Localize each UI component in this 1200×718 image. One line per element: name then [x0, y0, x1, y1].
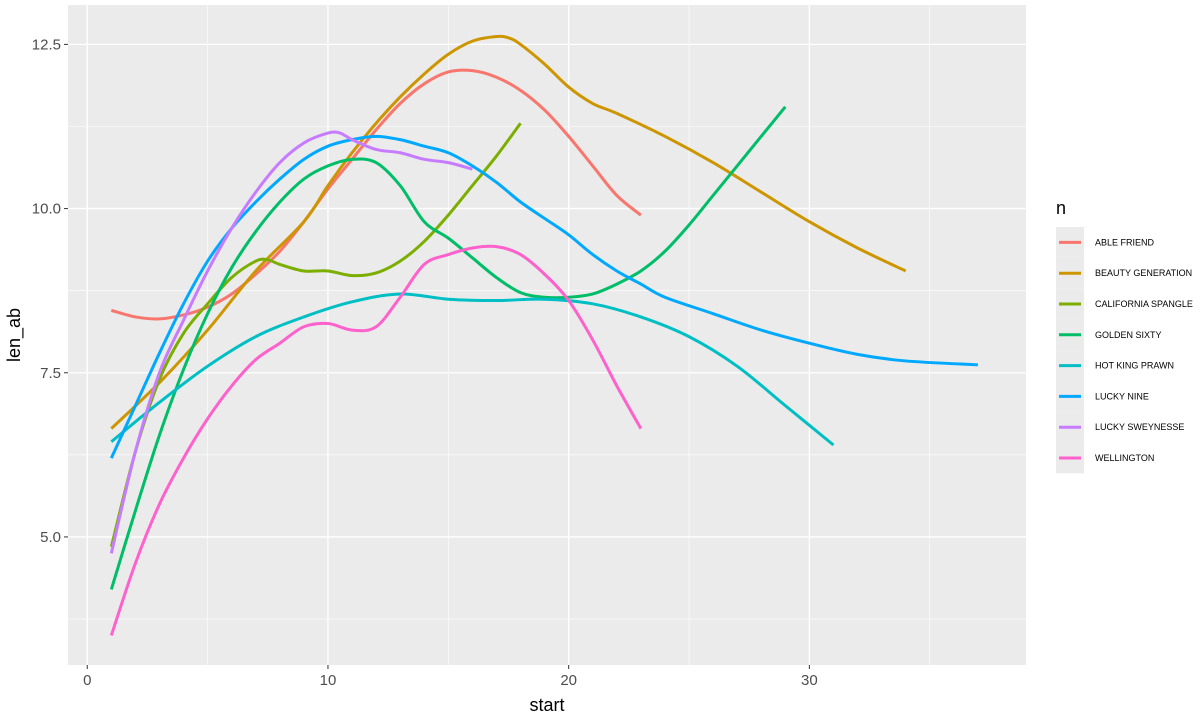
x-tick-label: 30 [801, 672, 818, 689]
y-tick-label: 5.0 [40, 529, 61, 546]
series-line-california-spangle [109, 122, 522, 548]
x-tick-label: 0 [83, 672, 91, 689]
y-tick-label: 10.0 [32, 201, 61, 218]
x-tick-label: 20 [560, 672, 577, 689]
x-axis-title: start [529, 695, 564, 715]
y-tick-label: 7.5 [40, 365, 61, 382]
legend-label-golden-sixty: GOLDEN SIXTY [1095, 330, 1162, 340]
legend-label-lucky-sweynesse: LUCKY SWEYNESSE [1095, 422, 1184, 432]
y-axis: 5.0 7.5 10.0 12.5 [32, 36, 68, 546]
series-line-beauty-generation [110, 34, 907, 430]
series-line-golden-sixty [109, 105, 787, 590]
series-line-wellington [109, 244, 643, 636]
legend-label-hot-king-prawn: HOT KING PRAWN [1095, 361, 1174, 371]
series-line-hot-king-prawn [110, 292, 835, 447]
plot-panel [68, 5, 1026, 665]
legend-label-wellington: WELLINGTON [1095, 453, 1154, 463]
legend-label-lucky-nine: LUCKY NINE [1095, 391, 1149, 401]
y-tick-label: 12.5 [32, 36, 61, 53]
legend-label-california-spangle: CALIFORNIA SPANGLE [1095, 299, 1193, 309]
legend-label-able-friend: ABLE FRIEND [1095, 237, 1155, 247]
series-lines [109, 34, 978, 636]
y-axis-title: len_ab [4, 308, 25, 362]
legend-label-beauty-generation: BEAUTY GENERATION [1095, 268, 1192, 278]
x-axis: 0 10 20 30 [83, 665, 818, 689]
series-line-lucky-sweynesse [109, 130, 473, 554]
major-gridlines [68, 5, 1026, 665]
legend: n ABLE FRIEND BEAUTY GENERATION CALIFORNIA… [1056, 198, 1193, 474]
legend-title: n [1056, 198, 1066, 218]
x-tick-label: 10 [320, 672, 337, 689]
minor-gridlines [68, 5, 1026, 665]
